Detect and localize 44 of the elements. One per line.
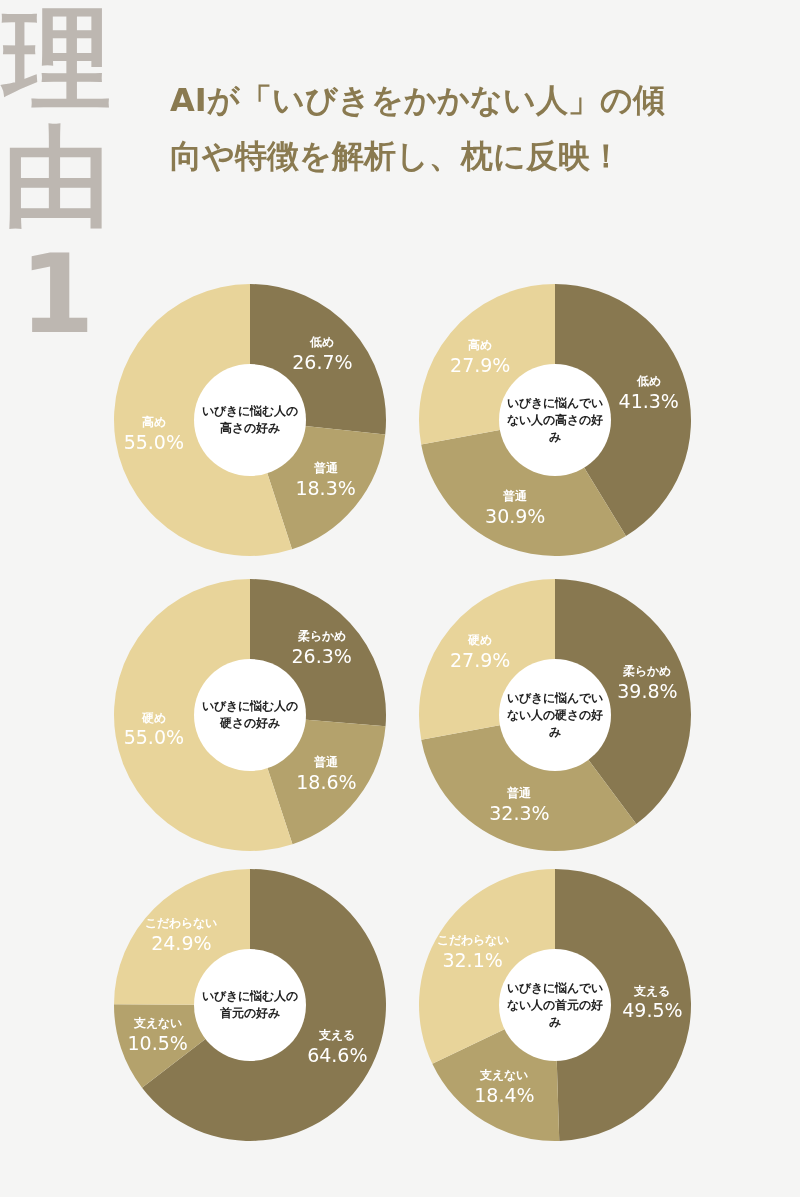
slice-label: こだわらない [145, 916, 218, 931]
slice-label: 普通 [502, 489, 529, 504]
data-label: 18.6% [296, 771, 357, 794]
data-label: 32.3% [489, 801, 550, 824]
data-label: 41.3% [618, 389, 679, 412]
text: AIが「いびきをかかない人」の傾向や特徴を解析し、枕に反映！ [170, 80, 666, 177]
data-label: 32.1% [442, 949, 503, 972]
data-label: 27.9% [449, 648, 511, 671]
slice-label: 支えない [132, 1016, 182, 1031]
data-label: 27.9% [450, 353, 511, 376]
slice-label: 硬め [140, 710, 166, 725]
text: いびきに悩んでいない人の首元の好み [506, 979, 604, 1031]
data-label: 26.3% [291, 645, 352, 667]
text: 理由1 [2, 0, 112, 357]
data-label: 18.3% [295, 477, 356, 500]
data-label: 26.7% [292, 350, 353, 373]
slice-label: 低め [635, 373, 661, 388]
text: いびきに悩む人の硬さの好み [201, 698, 299, 732]
slice-label: 普通 [313, 755, 340, 770]
slice-label: 柔らかめ [296, 629, 346, 644]
data-label: 10.5% [127, 1031, 188, 1054]
data-label: 49.5% [622, 999, 683, 1022]
slice-label: 支えない [479, 1068, 529, 1083]
slice-label: 低め [309, 335, 335, 350]
slice-label: 支える [633, 983, 671, 998]
slice-label: 硬め [467, 632, 493, 647]
data-label: 18.4% [474, 1084, 535, 1107]
text: いびきに悩んでいない人の高さの好み [506, 394, 604, 446]
text: いびきに悩む人の高さの好み [201, 403, 299, 437]
data-label: 39.8% [617, 680, 678, 703]
slice-label: 高め [468, 337, 493, 352]
data-label: 24.9% [151, 931, 212, 954]
slice-label: 普通 [312, 461, 339, 476]
data-label: 55.0% [123, 431, 184, 454]
slice-label: 普通 [506, 785, 533, 800]
slice-label: 高め [141, 415, 166, 430]
slice-label: 支える [318, 1028, 356, 1043]
slice-label: 柔らかめ [622, 664, 672, 679]
data-label: 55.0% [123, 726, 185, 749]
text: いびきに悩む人の首元の好み [201, 988, 299, 1022]
slice-label: こだわらない [436, 933, 509, 948]
data-label: 30.9% [485, 504, 546, 527]
text: いびきに悩んでいない人の硬さの好み [506, 689, 604, 741]
data-label: 64.6% [307, 1044, 368, 1067]
